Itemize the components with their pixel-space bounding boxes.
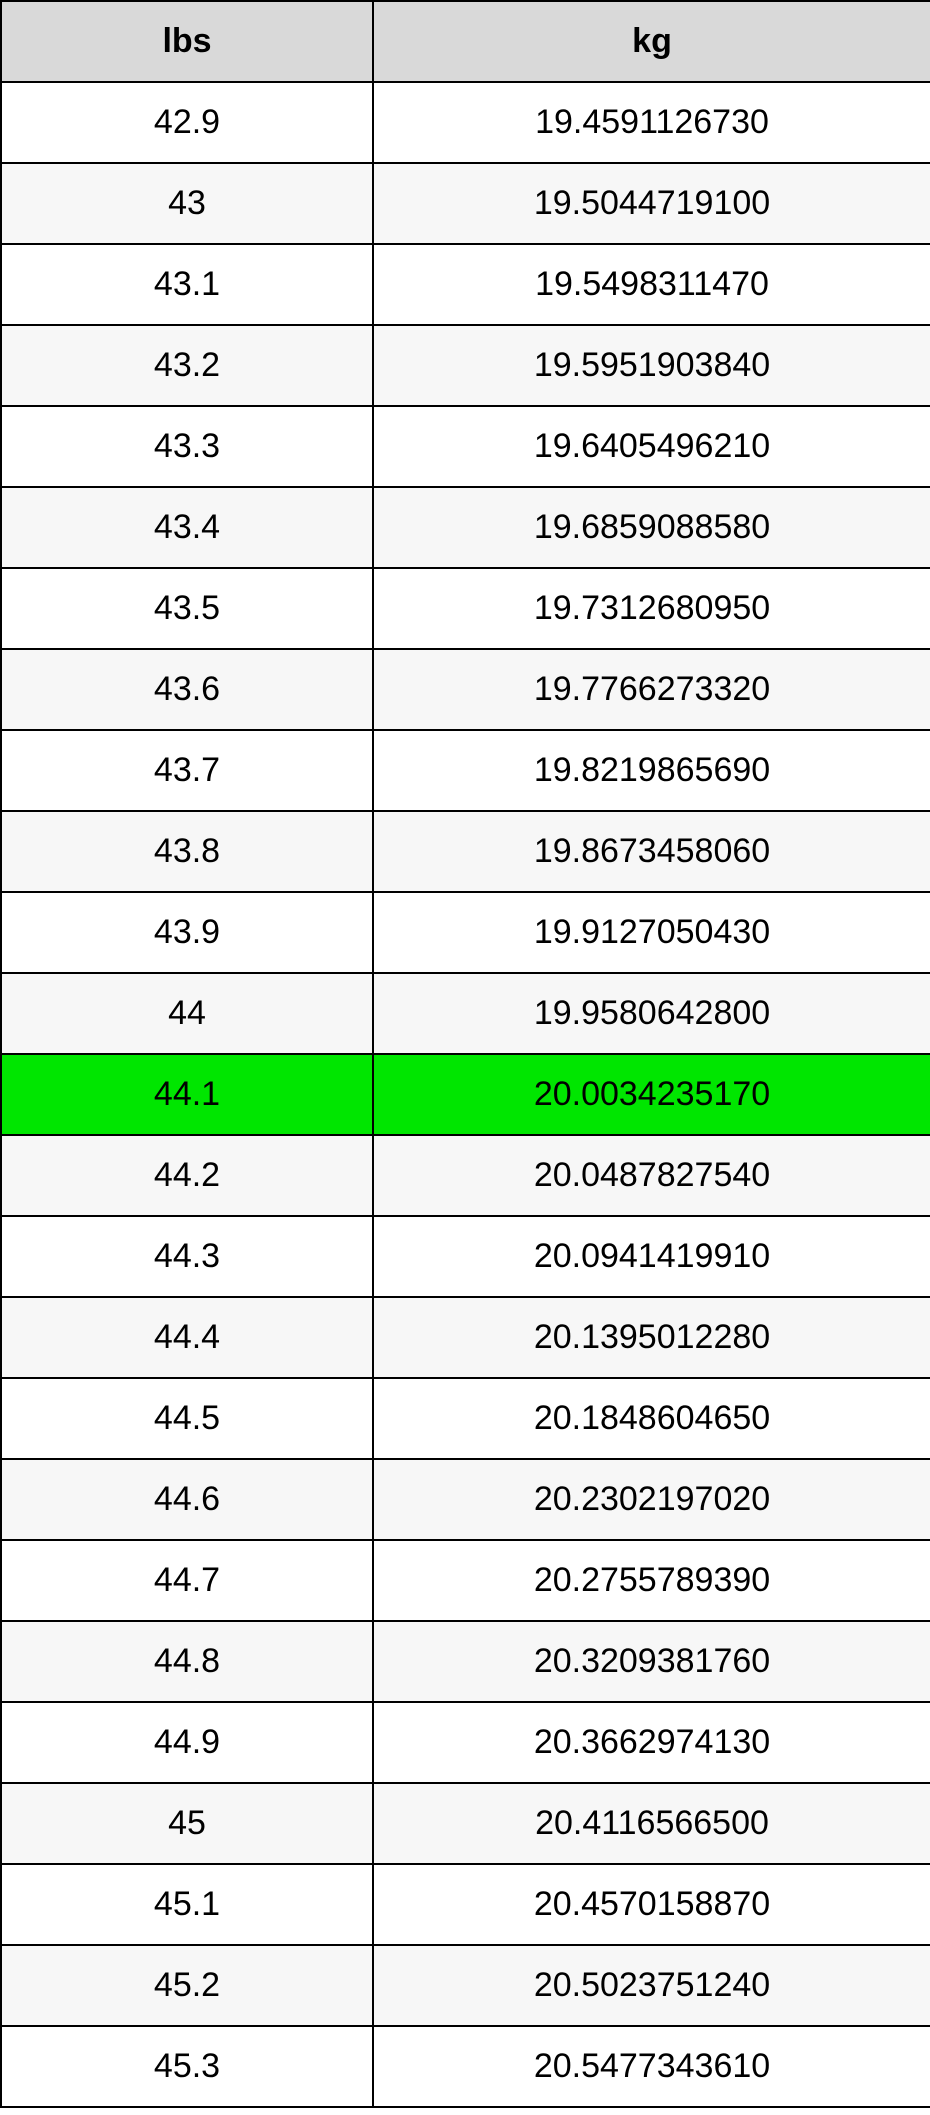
cell-kg: 20.5477343610 (373, 2026, 930, 2107)
table-row: 43.719.8219865690 (1, 730, 930, 811)
table-row: 43.919.9127050430 (1, 892, 930, 973)
cell-lbs: 44.8 (1, 1621, 373, 1702)
cell-lbs: 43 (1, 163, 373, 244)
table-row: 4419.9580642800 (1, 973, 930, 1054)
cell-lbs: 42.9 (1, 82, 373, 163)
cell-kg: 20.0034235170 (373, 1054, 930, 1135)
cell-lbs: 43.3 (1, 406, 373, 487)
table-row: 4520.4116566500 (1, 1783, 930, 1864)
col-header-kg: kg (373, 1, 930, 82)
cell-lbs: 44.9 (1, 1702, 373, 1783)
table-row: 45.220.5023751240 (1, 1945, 930, 2026)
cell-lbs: 43.9 (1, 892, 373, 973)
cell-kg: 20.4116566500 (373, 1783, 930, 1864)
cell-kg: 20.2302197020 (373, 1459, 930, 1540)
cell-kg: 19.7312680950 (373, 568, 930, 649)
cell-lbs: 45.2 (1, 1945, 373, 2026)
cell-kg: 19.6405496210 (373, 406, 930, 487)
cell-kg: 19.4591126730 (373, 82, 930, 163)
table-row: 43.819.8673458060 (1, 811, 930, 892)
cell-lbs: 44.6 (1, 1459, 373, 1540)
cell-kg: 20.3209381760 (373, 1621, 930, 1702)
table-header-row: lbs kg (1, 1, 930, 82)
table-row: 45.320.5477343610 (1, 2026, 930, 2107)
cell-lbs: 43.4 (1, 487, 373, 568)
cell-lbs: 44.4 (1, 1297, 373, 1378)
cell-lbs: 45.3 (1, 2026, 373, 2107)
cell-lbs: 43.1 (1, 244, 373, 325)
table-row: 44.620.2302197020 (1, 1459, 930, 1540)
cell-kg: 19.6859088580 (373, 487, 930, 568)
cell-kg: 19.8219865690 (373, 730, 930, 811)
table-row: 44.220.0487827540 (1, 1135, 930, 1216)
cell-kg: 19.9127050430 (373, 892, 930, 973)
cell-kg: 19.5498311470 (373, 244, 930, 325)
conversion-table: lbs kg 42.919.45911267304319.50447191004… (0, 0, 930, 2108)
table-row: 45.120.4570158870 (1, 1864, 930, 1945)
table-row: 43.119.5498311470 (1, 244, 930, 325)
table-row: 43.319.6405496210 (1, 406, 930, 487)
cell-lbs: 43.8 (1, 811, 373, 892)
cell-lbs: 44.3 (1, 1216, 373, 1297)
table-row: 44.420.1395012280 (1, 1297, 930, 1378)
cell-lbs: 45 (1, 1783, 373, 1864)
cell-kg: 20.1395012280 (373, 1297, 930, 1378)
cell-kg: 20.4570158870 (373, 1864, 930, 1945)
cell-kg: 19.9580642800 (373, 973, 930, 1054)
cell-lbs: 43.6 (1, 649, 373, 730)
cell-kg: 20.3662974130 (373, 1702, 930, 1783)
table-row: 44.820.3209381760 (1, 1621, 930, 1702)
table-row: 43.219.5951903840 (1, 325, 930, 406)
cell-lbs: 44.5 (1, 1378, 373, 1459)
cell-lbs: 44.2 (1, 1135, 373, 1216)
table-row: 44.320.0941419910 (1, 1216, 930, 1297)
cell-kg: 20.2755789390 (373, 1540, 930, 1621)
table-row: 43.519.7312680950 (1, 568, 930, 649)
cell-lbs: 44 (1, 973, 373, 1054)
table-row: 44.520.1848604650 (1, 1378, 930, 1459)
table-row: 43.419.6859088580 (1, 487, 930, 568)
cell-lbs: 43.7 (1, 730, 373, 811)
table-row: 43.619.7766273320 (1, 649, 930, 730)
cell-kg: 20.1848604650 (373, 1378, 930, 1459)
cell-lbs: 44.1 (1, 1054, 373, 1135)
cell-kg: 19.5044719100 (373, 163, 930, 244)
table-row: 42.919.4591126730 (1, 82, 930, 163)
cell-kg: 19.7766273320 (373, 649, 930, 730)
table-row: 44.720.2755789390 (1, 1540, 930, 1621)
cell-kg: 20.5023751240 (373, 1945, 930, 2026)
cell-kg: 19.8673458060 (373, 811, 930, 892)
cell-kg: 20.0941419910 (373, 1216, 930, 1297)
table-row: 44.120.0034235170 (1, 1054, 930, 1135)
table-row: 44.920.3662974130 (1, 1702, 930, 1783)
table-row: 4319.5044719100 (1, 163, 930, 244)
col-header-lbs: lbs (1, 1, 373, 82)
cell-kg: 20.0487827540 (373, 1135, 930, 1216)
cell-lbs: 43.5 (1, 568, 373, 649)
cell-lbs: 44.7 (1, 1540, 373, 1621)
cell-kg: 19.5951903840 (373, 325, 930, 406)
cell-lbs: 43.2 (1, 325, 373, 406)
cell-lbs: 45.1 (1, 1864, 373, 1945)
